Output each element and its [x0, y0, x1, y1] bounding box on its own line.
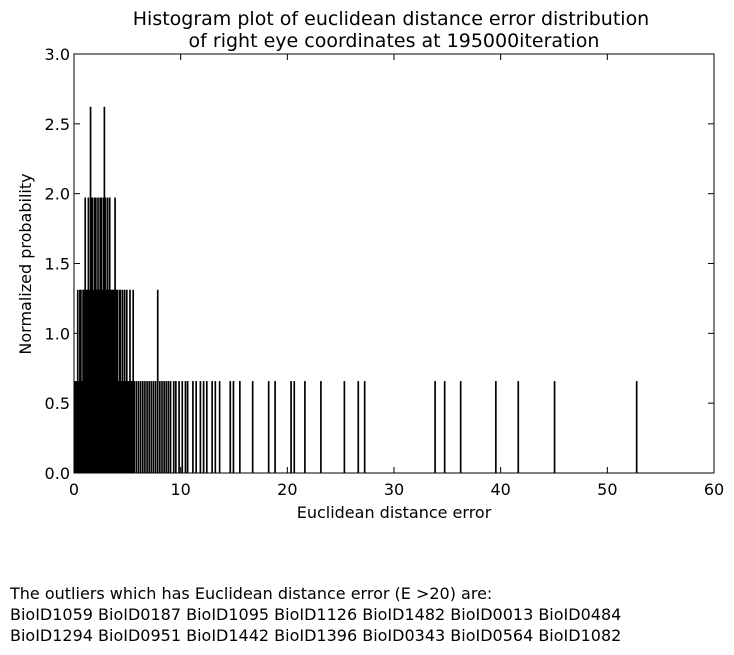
histogram-bar [517, 381, 520, 474]
histogram-bar [152, 381, 155, 474]
outliers-heading: The outliers which has Euclidean distanc… [10, 584, 493, 603]
y-tick-label: 3.0 [45, 45, 70, 64]
outliers-ids-line-2: BioID1294 BioID0951 BioID1442 BioID1396 … [10, 626, 622, 645]
chart-title-line-2: of right eye coordinates at 195000iterat… [189, 30, 600, 52]
outliers-note: The outliers which has Euclidean distanc… [10, 583, 730, 646]
histogram-bar [293, 381, 296, 474]
histogram-bar [211, 381, 213, 474]
outliers-ids-line-1: BioID1059 BioID0187 BioID1095 BioID1126 … [10, 605, 622, 624]
histogram-bar [163, 381, 165, 474]
histogram-bar [218, 381, 221, 474]
x-tick-label: 10 [170, 480, 190, 499]
histogram-bar [167, 381, 170, 474]
histogram-bar [343, 381, 346, 474]
histogram-bar [239, 381, 241, 474]
histogram-bar [274, 381, 276, 474]
histogram-chart: Histogram plot of euclidean distance err… [16, 8, 725, 522]
histogram-bar [146, 381, 148, 474]
chart-title-line-1: Histogram plot of euclidean distance err… [133, 8, 649, 30]
histogram-bar [137, 381, 140, 474]
histogram-bar [214, 381, 217, 474]
histogram-bar [165, 381, 168, 474]
histogram-bar [161, 381, 163, 474]
x-axis-label: Euclidean distance error [297, 503, 492, 522]
histogram-bar [635, 381, 638, 474]
histogram-bar [159, 381, 161, 474]
histogram-bar [202, 381, 205, 474]
histogram-bar [232, 381, 235, 474]
histogram-bar [156, 289, 159, 474]
histogram-bar [144, 381, 146, 474]
y-axis-label: Normalized probability [16, 173, 35, 354]
histogram-bar [133, 381, 136, 474]
x-tick-label: 40 [490, 480, 510, 499]
x-tick-label: 30 [384, 480, 404, 499]
axis-ticks: 0 10 20 30 40 50 60 0.0 0.5 1.0 1.5 2.0 2.5 3.0 [45, 45, 725, 499]
x-tick-label: 50 [597, 480, 617, 499]
y-tick-label: 0.5 [45, 394, 70, 413]
histogram-bar [148, 381, 151, 474]
x-tick-label: 20 [277, 480, 297, 499]
histogram-bar [229, 381, 232, 474]
histogram-bar [139, 381, 142, 474]
histogram-bar [192, 381, 194, 474]
histogram-bar [357, 381, 360, 474]
histogram-bar [290, 381, 292, 474]
histogram-bar [199, 381, 202, 474]
histogram-bar [443, 381, 446, 474]
histogram-bar [251, 381, 254, 474]
histogram-bar [181, 381, 184, 474]
histogram-bar [178, 381, 180, 474]
histogram-bar [135, 381, 138, 474]
histogram-bars [73, 106, 638, 474]
histogram-bar [184, 381, 187, 474]
histogram-bar [172, 381, 175, 474]
histogram-bar [150, 381, 153, 474]
histogram-bar [304, 381, 306, 474]
histogram-bar [205, 381, 208, 474]
histogram-bar [267, 381, 270, 474]
histogram-bar [154, 381, 157, 474]
y-tick-label: 1.0 [45, 324, 70, 343]
y-tick-label: 0.0 [45, 464, 70, 483]
x-tick-label: 60 [704, 480, 724, 499]
histogram-bar [169, 381, 172, 474]
histogram-bar [195, 381, 197, 474]
histogram-bar [434, 381, 436, 474]
histogram-bar [141, 381, 144, 474]
histogram-bar [363, 381, 366, 474]
histogram-bar [320, 381, 322, 474]
histogram-bar [186, 381, 189, 474]
y-tick-label: 2.0 [45, 185, 70, 204]
y-tick-label: 2.5 [45, 115, 70, 134]
histogram-bar [495, 381, 497, 474]
histogram-bar [553, 381, 556, 474]
y-tick-label: 1.5 [45, 255, 70, 274]
histogram-bar [459, 381, 462, 474]
histogram-bar [175, 381, 177, 474]
x-tick-label: 0 [69, 480, 79, 499]
